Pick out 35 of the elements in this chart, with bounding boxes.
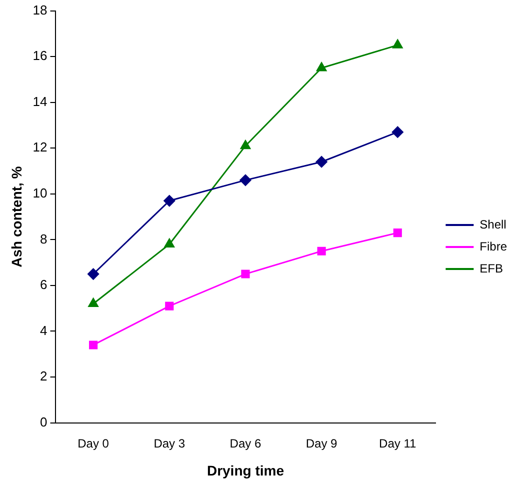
point bbox=[392, 126, 404, 138]
point bbox=[240, 174, 252, 186]
y-tick-label: 12 bbox=[32, 140, 48, 155]
y-tick-label: 0 bbox=[40, 414, 48, 430]
x-tick-label: Day 0 bbox=[78, 436, 110, 450]
x-tick-label: Day 9 bbox=[306, 436, 338, 450]
point bbox=[317, 246, 326, 256]
y-tick-label: 16 bbox=[32, 48, 48, 64]
point bbox=[89, 340, 98, 350]
x-tick-label: Day 6 bbox=[230, 436, 262, 450]
legend-label: Shell bbox=[480, 217, 506, 232]
x-tick-label: Day 11 bbox=[379, 436, 417, 450]
y-tick-label: 14 bbox=[32, 94, 48, 109]
point bbox=[392, 39, 403, 48]
legend-label: EFB bbox=[480, 261, 504, 276]
y-tick-label: 8 bbox=[40, 231, 48, 246]
y-axis-title: Ash content, % bbox=[8, 166, 24, 268]
point bbox=[88, 268, 100, 280]
point bbox=[165, 302, 174, 310]
point bbox=[393, 228, 402, 238]
y-tick-label: 6 bbox=[40, 277, 48, 292]
point bbox=[316, 62, 327, 72]
point bbox=[241, 270, 250, 278]
point bbox=[164, 238, 174, 248]
point bbox=[88, 298, 98, 308]
y-tick-label: 10 bbox=[32, 185, 48, 200]
legend-label: Fibre bbox=[480, 239, 508, 254]
x-axis-title: Drying time bbox=[206, 462, 284, 478]
y-tick-label: 4 bbox=[40, 322, 48, 338]
point bbox=[240, 140, 251, 150]
x-tick-label: Day 3 bbox=[154, 436, 186, 450]
y-tick-label: 18 bbox=[32, 2, 48, 18]
y-tick-label: 2 bbox=[40, 368, 48, 384]
point bbox=[164, 195, 176, 207]
point bbox=[316, 156, 328, 168]
